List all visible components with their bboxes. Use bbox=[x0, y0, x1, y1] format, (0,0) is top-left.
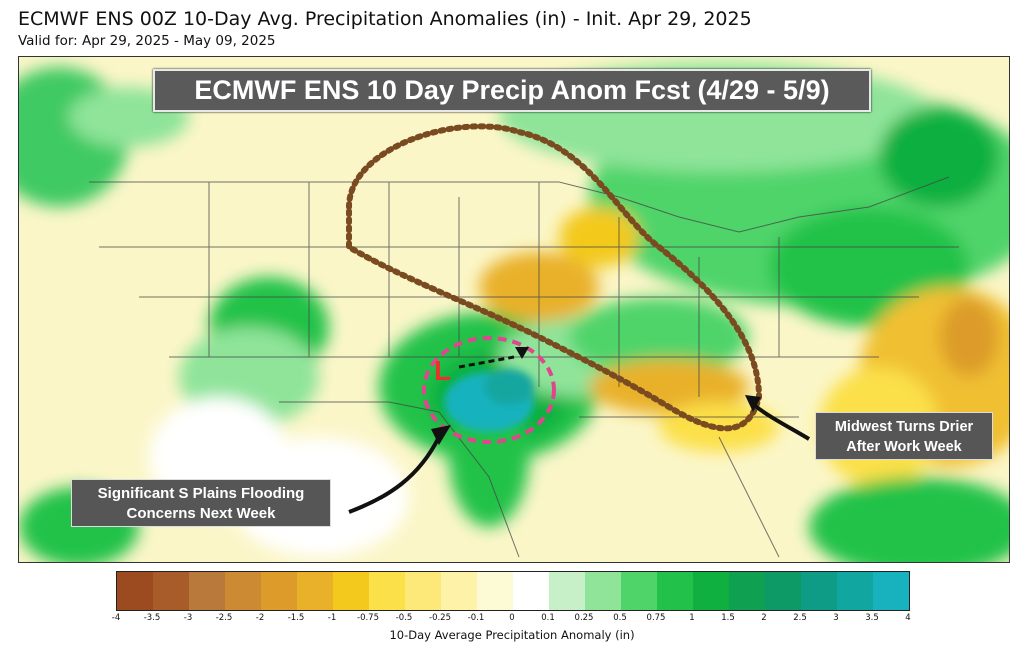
right-callout-arrowhead bbox=[745, 395, 761, 412]
colorbar-tick-label: 3.5 bbox=[865, 613, 879, 623]
colorbar-tick-label: 4 bbox=[905, 613, 911, 623]
midwest-drier-callout: Midwest Turns Drier After Work Week bbox=[815, 412, 993, 460]
colorbar-tick-label: 1 bbox=[689, 613, 695, 623]
colorbar-swatch bbox=[513, 572, 549, 610]
colorbar-tick-label: -0.75 bbox=[357, 613, 379, 623]
colorbar-swatch bbox=[477, 572, 513, 610]
colorbar-swatch bbox=[333, 572, 369, 610]
callout-left-line1: Significant S Plains Flooding bbox=[97, 485, 305, 502]
colorbar-swatch bbox=[801, 572, 837, 610]
wet-core bbox=[444, 369, 534, 432]
colorbar-swatch bbox=[225, 572, 261, 610]
colorbar-tick-label: 0.1 bbox=[541, 613, 555, 623]
colorbar-tick-label: -1 bbox=[327, 613, 337, 623]
left-callout-arrowhead bbox=[431, 425, 451, 445]
colorbar-swatch bbox=[405, 572, 441, 610]
colorbar-tick-label: -0.1 bbox=[467, 613, 485, 623]
plains-flooding-callout: Significant S Plains Flooding Concerns N… bbox=[71, 479, 331, 527]
colorbar-tick-label: 0.75 bbox=[646, 613, 666, 623]
wet-region-outline bbox=[422, 336, 556, 444]
colorbar-tick-label: 2.5 bbox=[793, 613, 807, 623]
colorbar-label: 10-Day Average Precipitation Anomaly (in… bbox=[389, 628, 635, 642]
map-canvas bbox=[19, 57, 1009, 562]
low-track-arrowhead bbox=[515, 347, 529, 359]
colorbar-tick-label: -1.5 bbox=[287, 613, 305, 623]
low-pressure-marker: L bbox=[434, 355, 452, 386]
colorbar-tick-label: -0.25 bbox=[429, 613, 451, 623]
colorbar-tick-label: 1.5 bbox=[721, 613, 735, 623]
dry-region-outline bbox=[346, 123, 763, 432]
colorbar-tick-label: 0 bbox=[509, 613, 515, 623]
colorbar-tick-label: -3 bbox=[183, 613, 193, 623]
political-boundaries bbox=[89, 176, 959, 558]
colorbar-ticks: -4 -3.5 -3 -2.5 -2 -1.5 -1 -0.75 -0.5 -0.25 -0.1 0 0… bbox=[112, 613, 911, 627]
colorbar-tick-label: -2 bbox=[255, 613, 265, 623]
colorbar-swatch bbox=[585, 572, 621, 610]
colorbar-swatch bbox=[693, 572, 729, 610]
colorbar-tick-label: 0.5 bbox=[613, 613, 627, 623]
colorbar-swatch bbox=[441, 572, 477, 610]
colorbar-swatch bbox=[189, 572, 225, 610]
colorbar-swatch bbox=[261, 572, 297, 610]
colorbar-tick-label: 0.25 bbox=[574, 613, 594, 623]
colorbar-tick-label: -0.5 bbox=[395, 613, 413, 623]
colorbar-swatch bbox=[765, 572, 801, 610]
colorbar-swatch bbox=[837, 572, 873, 610]
colorbar-tick-label: 2 bbox=[761, 613, 767, 623]
callout-right-line1: Midwest Turns Drier bbox=[834, 419, 974, 435]
colorbar-swatch bbox=[729, 572, 765, 610]
right-callout-arrow bbox=[752, 403, 811, 441]
colorbar bbox=[116, 571, 910, 611]
colorbar-swatch bbox=[549, 572, 585, 610]
precip-anomaly-map bbox=[18, 56, 1010, 563]
valid-date-subtitle: Valid for: Apr 29, 2025 - May 09, 2025 bbox=[18, 33, 276, 49]
colorbar-swatch bbox=[873, 572, 909, 610]
colorbar-tick-label: 3 bbox=[833, 613, 839, 623]
colorbar-swatch bbox=[621, 572, 657, 610]
colorbar-tick-label: -3.5 bbox=[143, 613, 161, 623]
colorbar-tick-label: -2.5 bbox=[215, 613, 233, 623]
colorbar-swatch bbox=[117, 572, 153, 610]
colorbar-tick-label: -4 bbox=[111, 613, 121, 623]
chart-title: ECMWF ENS 00Z 10-Day Avg. Precipitation … bbox=[18, 8, 752, 30]
colorbar-swatch bbox=[153, 572, 189, 610]
colorbar-swatch bbox=[297, 572, 333, 610]
forecast-banner: ECMWF ENS 10 Day Precip Anom Fcst (4/29 … bbox=[153, 69, 871, 112]
colorbar-swatch bbox=[369, 572, 405, 610]
callout-right-line2: After Work Week bbox=[846, 439, 962, 455]
callout-left-line2: Concerns Next Week bbox=[126, 505, 276, 522]
left-callout-arrow bbox=[348, 436, 441, 514]
colorbar-swatch bbox=[657, 572, 693, 610]
